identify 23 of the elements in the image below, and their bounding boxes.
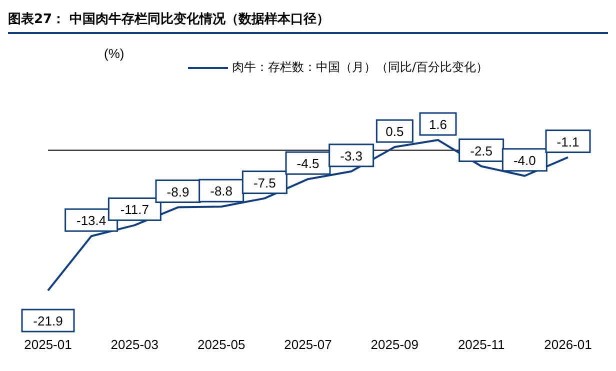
legend-label: 肉牛：存栏数：中国（月）（同比/百分比变化） (232, 59, 488, 76)
data-label: -7.5 (253, 175, 276, 190)
data-label: -8.8 (210, 184, 233, 199)
data-label: -8.9 (166, 184, 190, 200)
x-tick-label: 2026-01 (544, 337, 592, 352)
data-label: -4.5 (296, 156, 320, 172)
data-label: -11.7 (120, 202, 150, 218)
x-tick-label: 2025-01 (24, 337, 72, 352)
x-tick-label: 2025-05 (197, 337, 246, 352)
data-label: -13.4 (76, 213, 106, 228)
x-tick-label: 2025-09 (370, 337, 419, 352)
data-label: -1.1 (556, 134, 580, 150)
data-label: -21.9 (33, 314, 63, 329)
x-tick-label: 2025-03 (110, 337, 159, 352)
data-label: 1.6 (428, 117, 448, 132)
x-tick-label: 2025-07 (284, 337, 332, 352)
data-label: -2.5 (470, 143, 493, 158)
data-label: -4.0 (513, 152, 536, 168)
chart-title: 图表27： 中国肉牛存栏同比变化情况（数据样本口径） (8, 8, 608, 34)
data-label: 0.5 (386, 124, 404, 140)
data-label: -3.3 (340, 148, 363, 164)
text: (%) (104, 46, 124, 61)
x-tick-label: 2025-11 (458, 337, 505, 352)
